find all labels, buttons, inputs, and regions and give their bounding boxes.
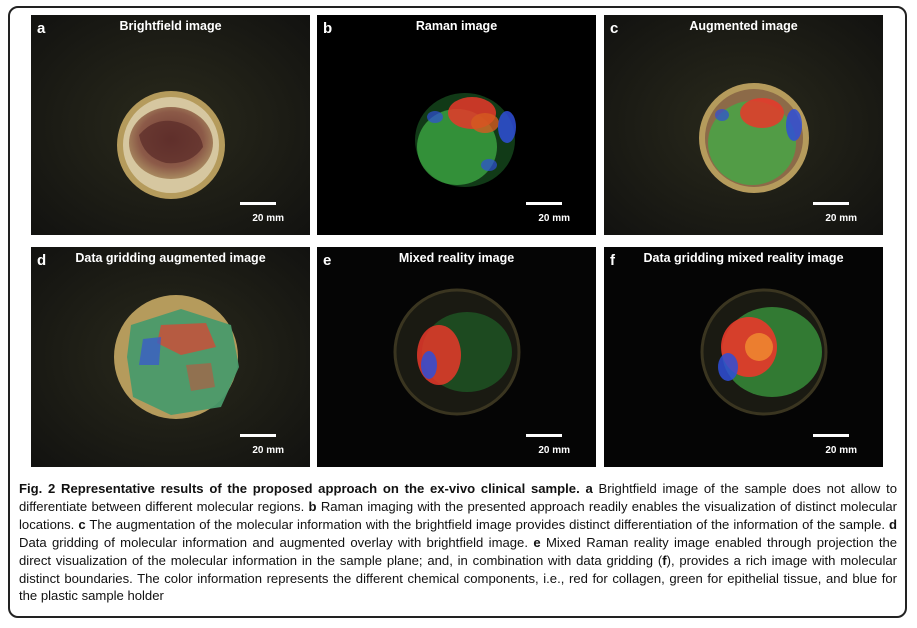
caption-text-d: Data gridding of molecular information a… [19, 534, 528, 550]
panel-letter: e [323, 252, 332, 269]
panel-letter: c [610, 20, 619, 37]
panel-letter: f [610, 252, 615, 269]
panel-letter: d [37, 252, 47, 269]
panel-title: Mixed reality image [398, 251, 515, 265]
raman-map-image [317, 15, 596, 235]
caption-label-a: a [585, 481, 593, 496]
panel-title: Augmented image [689, 19, 798, 33]
figure-caption: Fig. 2 Representative results of the pro… [19, 480, 897, 605]
brightfield-sample-image [31, 15, 310, 235]
mixed-reality-image [317, 247, 596, 467]
caption-text-f: ), provides a rich image with molecular … [19, 552, 898, 604]
scale-bar [240, 434, 276, 437]
scale-bar [813, 434, 849, 437]
caption-text-a: Brightfield image of the sample does not… [19, 481, 898, 514]
caption-label-f: f [662, 552, 667, 568]
gridded-mixed-reality-image [604, 247, 883, 467]
scale-bar [240, 202, 276, 205]
scale-label: 20 mm [825, 213, 857, 224]
panel-letter: b [323, 20, 333, 37]
panel-d-gridding-augmented: d Data gridding augmented image 20 mm [31, 247, 310, 467]
panel-b-raman: b Raman image 20 mm [317, 15, 596, 235]
caption-text-c: The augmentation of the molecular inform… [89, 516, 886, 532]
panel-title: Data gridding augmented image [75, 251, 266, 265]
scale-bar [813, 202, 849, 205]
panel-title: Raman image [415, 19, 498, 33]
scale-bar [526, 202, 562, 205]
scale-label: 20 mm [538, 445, 570, 456]
panel-a-brightfield: a Brightfield image 20 mm [31, 15, 310, 235]
caption-heading: Fig. 2 Representative results of the pro… [19, 481, 580, 496]
scale-label: 20 mm [538, 213, 570, 224]
caption-label-b: b [308, 498, 317, 514]
caption-text-b: Raman imaging with the presented approac… [19, 498, 898, 532]
scale-bar [526, 434, 562, 437]
panel-e-mixed-reality: e Mixed reality image 20 mm [317, 247, 596, 467]
figure-frame [8, 6, 907, 618]
scale-label: 20 mm [252, 213, 284, 224]
panel-title: Brightfield image [119, 19, 222, 33]
caption-text-e: Mixed Raman reality image enabled throug… [19, 534, 898, 568]
augmented-overlay-image [604, 15, 883, 235]
panel-letter: a [37, 20, 46, 37]
scale-label: 20 mm [825, 445, 857, 456]
panel-f-gridding-mixed-reality: f Data gridding mixed reality image 20 m… [604, 247, 883, 467]
scale-label: 20 mm [252, 445, 284, 456]
panel-c-augmented: c Augmented image 20 mm [604, 15, 883, 235]
gridded-augmented-image [31, 247, 310, 467]
panel-title: Data gridding mixed reality image [643, 251, 844, 265]
caption-label-c: c [78, 516, 86, 532]
caption-label-e: e [533, 534, 541, 550]
caption-label-d: d [889, 516, 897, 532]
